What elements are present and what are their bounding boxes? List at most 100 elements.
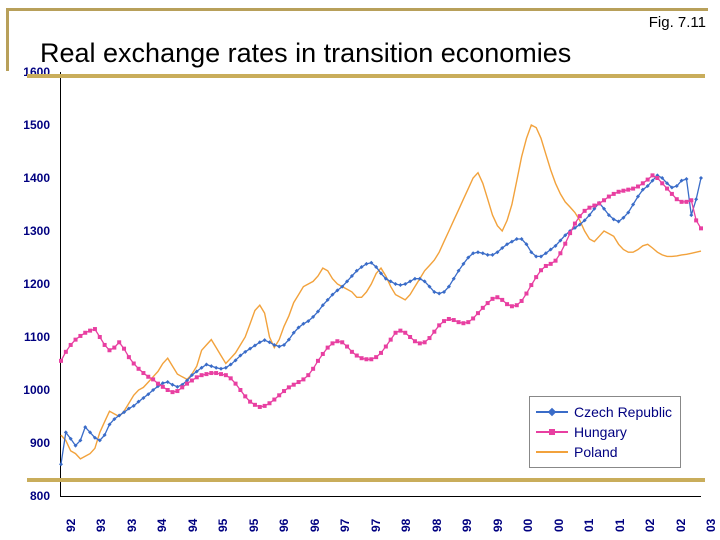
- series-marker: [267, 401, 271, 405]
- chart-title: Real exchange rates in transition econom…: [40, 38, 571, 69]
- series-marker: [495, 295, 499, 299]
- series-marker: [651, 173, 655, 177]
- series-marker: [452, 318, 456, 322]
- x-tick-label: 98: [430, 519, 444, 532]
- series-marker: [204, 372, 208, 376]
- series-marker: [369, 357, 373, 361]
- series-marker: [694, 218, 698, 222]
- series-marker: [350, 350, 354, 354]
- series-marker: [694, 197, 698, 201]
- x-tick-label: 93: [125, 519, 139, 532]
- series-marker: [646, 178, 650, 182]
- series-marker: [689, 198, 693, 202]
- series-marker: [675, 197, 679, 201]
- series-marker: [403, 331, 407, 335]
- legend-label: Hungary: [574, 424, 627, 440]
- series-marker: [398, 329, 402, 333]
- series-marker: [505, 302, 509, 306]
- series-marker: [398, 283, 402, 287]
- series-marker: [209, 364, 213, 368]
- series-marker: [699, 226, 703, 230]
- slide-frame-top: [6, 8, 708, 11]
- series-marker: [238, 388, 242, 392]
- series-marker: [321, 352, 325, 356]
- series-marker: [670, 192, 674, 196]
- series-marker: [326, 346, 330, 350]
- series-marker: [272, 398, 276, 402]
- series-marker: [680, 200, 684, 204]
- y-tick-label: 1300: [8, 224, 50, 238]
- x-tick-label: 00: [552, 519, 566, 532]
- series-marker: [587, 206, 591, 210]
- figure-label: Fig. 7.11: [649, 14, 706, 31]
- chart-gold-bar: [27, 478, 705, 482]
- x-tick-label: 97: [338, 519, 352, 532]
- series-marker: [515, 303, 519, 307]
- slide-frame-left: [6, 8, 9, 71]
- series-marker: [418, 341, 422, 345]
- series-marker: [447, 317, 451, 321]
- series-marker: [248, 400, 252, 404]
- series-marker: [476, 250, 480, 254]
- series-marker: [578, 214, 582, 218]
- y-tick-label: 1000: [8, 383, 50, 397]
- series-marker: [360, 356, 364, 360]
- series-marker: [214, 366, 218, 370]
- series-marker: [234, 382, 238, 386]
- legend-swatch: [536, 446, 568, 458]
- series-marker: [481, 251, 485, 255]
- series-marker: [684, 177, 688, 181]
- series-marker: [461, 321, 465, 325]
- series-marker: [554, 259, 558, 263]
- series-marker: [466, 320, 470, 324]
- series-marker: [602, 198, 606, 202]
- series-marker: [224, 373, 228, 377]
- series-marker: [491, 297, 495, 301]
- x-tick-label: 95: [247, 519, 261, 532]
- series-marker: [621, 189, 625, 193]
- series-marker: [394, 331, 398, 335]
- legend-swatch: [536, 406, 568, 418]
- series-marker: [520, 299, 524, 303]
- x-tick-label: 00: [521, 519, 535, 532]
- series-marker: [69, 343, 73, 347]
- y-tick-label: 1100: [8, 330, 50, 344]
- series-marker: [301, 377, 305, 381]
- series-marker: [626, 188, 630, 192]
- series-marker: [171, 390, 175, 394]
- series-marker: [98, 335, 102, 339]
- series-marker: [583, 209, 587, 213]
- series-marker: [539, 268, 543, 272]
- x-tick-label: 93: [94, 519, 108, 532]
- series-marker: [59, 462, 63, 466]
- series-marker: [534, 275, 538, 279]
- series-marker: [549, 262, 553, 266]
- series-marker: [413, 339, 417, 343]
- series-marker: [529, 283, 533, 287]
- series-marker: [374, 355, 378, 359]
- series-marker: [568, 231, 572, 235]
- x-tick-label: 99: [491, 519, 505, 532]
- series-marker: [292, 383, 296, 387]
- legend-item: Poland: [536, 443, 672, 461]
- series-marker: [166, 388, 170, 392]
- series-marker: [311, 367, 315, 371]
- x-tick-label: 98: [399, 519, 413, 532]
- x-tick-label: 95: [216, 519, 230, 532]
- x-tick-label: 01: [613, 519, 627, 532]
- chart-gold-bar: [27, 74, 705, 78]
- series-marker: [175, 389, 179, 393]
- series-marker: [287, 385, 291, 389]
- series-marker: [195, 375, 199, 379]
- series-marker: [641, 181, 645, 185]
- x-tick-label: 03: [704, 519, 718, 532]
- series-marker: [660, 181, 664, 185]
- series-marker: [563, 242, 567, 246]
- series-marker: [486, 301, 490, 305]
- series-marker: [277, 345, 281, 349]
- series-marker: [437, 323, 441, 327]
- series-marker: [699, 176, 703, 180]
- series-marker: [476, 311, 480, 315]
- series-marker: [78, 334, 82, 338]
- series-marker: [423, 340, 427, 344]
